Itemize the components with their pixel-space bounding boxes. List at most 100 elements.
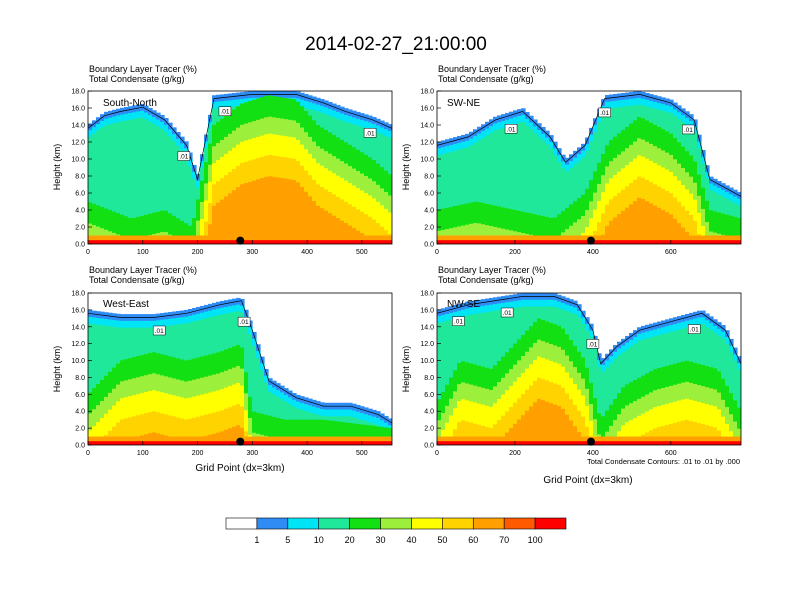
heatmap-cell: [685, 210, 690, 244]
heatmap-cell: [477, 424, 482, 445]
heatmap-cell: [473, 423, 478, 445]
heatmap-cell: [120, 121, 125, 244]
heatmap-cell: [593, 349, 598, 445]
heatmap-cell: [481, 137, 486, 244]
heatmap-cell: [92, 133, 97, 244]
panel-header-line1: Boundary Layer Tracer (%): [89, 265, 197, 275]
heatmap-cell: [92, 324, 97, 445]
heatmap-cell: [192, 417, 197, 445]
heatmap-cell: [116, 122, 121, 244]
heatmap-cell: [521, 121, 526, 244]
contour-label-box: [152, 325, 166, 336]
heatmap-cell: [320, 208, 325, 244]
heatmap-cell: [240, 427, 245, 445]
heatmap-cell: [605, 367, 610, 445]
heatmap-cell: [565, 207, 570, 244]
y-tick-label: 14.0: [420, 324, 434, 331]
heatmap-cell: [697, 423, 702, 445]
heatmap-cell: [461, 204, 466, 244]
y-tick-label: 0.0: [75, 242, 85, 249]
heatmap-cell: [729, 414, 734, 445]
heatmap-cell: [136, 415, 141, 445]
heatmap-cell: [324, 210, 329, 244]
heatmap-cell: [232, 405, 237, 445]
heatmap-cell: [300, 419, 305, 445]
heatmap-cell: [481, 203, 486, 244]
heatmap-cell: [473, 201, 478, 244]
y-axis-label: Height (km): [52, 346, 62, 393]
heatmap-cell: [481, 425, 486, 445]
heatmap-cell: [489, 427, 494, 445]
heatmap-cell: [152, 212, 157, 244]
heatmap-cell: [352, 206, 357, 244]
heatmap-cell: [457, 149, 462, 244]
heatmap-cell: [224, 408, 229, 445]
colorbar-swatch: [442, 517, 474, 530]
heatmap-cell: [513, 124, 518, 244]
heatmap-cell: [681, 420, 686, 445]
heatmap-cell: [689, 420, 694, 445]
contour-label-box: [452, 316, 465, 326]
heatmap-cell: [128, 217, 133, 244]
heatmap-cell: [324, 419, 329, 445]
heatmap-cell: [340, 421, 345, 445]
heatmap-cell: [665, 403, 670, 445]
y-tick-label: 10.0: [71, 157, 85, 164]
heatmap-cell: [176, 417, 181, 445]
contour-label-box: [177, 151, 191, 161]
heatmap-cell: [232, 190, 237, 244]
heatmap-cell: [344, 422, 349, 445]
heatmap-cell: [453, 408, 458, 445]
heatmap-cell: [140, 215, 145, 244]
heatmap-cell: [256, 412, 261, 445]
heatmap-cell: [268, 176, 273, 244]
heatmap-cell: [328, 213, 333, 244]
heatmap-cell: [380, 426, 385, 445]
heatmap-cell: [509, 209, 514, 244]
heatmap-cell: [505, 126, 510, 244]
y-axis-ticks: 0.0 2.0 4.0 6.0 8.0 10.0 12.0 14.0 16.0 18.0: [71, 291, 92, 450]
location-marker: [236, 437, 245, 446]
heatmap-cell: [693, 421, 698, 445]
x-tick-label: 100: [137, 450, 149, 457]
heatmap-cell: [368, 216, 373, 244]
heatmap-cell: [316, 205, 321, 244]
heatmap-cell: [188, 225, 193, 244]
panel-header-line1: Boundary Layer Tracer (%): [438, 64, 546, 74]
heatmap-cell: [549, 148, 554, 244]
heatmap-cell: [661, 426, 666, 445]
heatmap-cell: [585, 210, 590, 244]
heatmap-cell: [569, 204, 574, 244]
heatmap-cell: [721, 213, 726, 244]
heatmap-cell: [380, 205, 385, 244]
heatmap-cell: [372, 425, 377, 445]
heatmap-cell: [128, 417, 133, 445]
heatmap-cell: [445, 207, 450, 244]
heatmap-cell: [204, 414, 209, 445]
heatmap-cell: [132, 416, 137, 445]
condensate-contour: [88, 94, 392, 181]
heatmap-cell: [733, 216, 738, 244]
heatmap-cell: [284, 178, 289, 244]
heatmap-cell: [388, 427, 392, 445]
heatmap-cell: [477, 403, 482, 445]
heatmap-cell: [96, 422, 101, 445]
heatmap-cell: [96, 226, 101, 244]
heatmap-cell: [216, 411, 221, 445]
figure-title: 2014-02-27_21:00:00: [305, 34, 487, 55]
y-tick-label: 8.0: [424, 174, 434, 181]
heatmap-cell: [485, 426, 490, 445]
heatmap-cell: [713, 211, 718, 244]
y-tick-label: 18.0: [420, 291, 434, 298]
heatmap-cell: [697, 212, 702, 244]
heatmap-cell: [577, 219, 582, 244]
heatmap-cell: [376, 201, 381, 244]
heatmap-cell: [657, 207, 662, 244]
panel-name: SW-NE: [447, 98, 480, 109]
heatmap-field: .01 .01 .01 .01: [437, 293, 741, 445]
heatmap-cell: [465, 203, 470, 244]
heatmap-cell: [384, 208, 389, 244]
heatmap-cell: [677, 223, 682, 244]
heatmap-cell: [100, 206, 105, 244]
heatmap-cell: [461, 225, 466, 244]
